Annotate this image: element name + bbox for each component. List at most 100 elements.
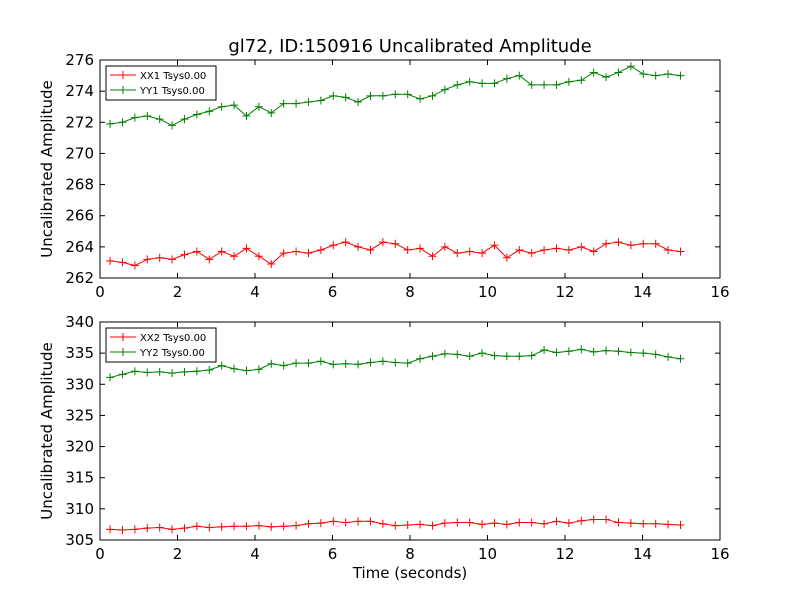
data-point [403,245,412,254]
data-point [552,80,561,89]
chart-title: gl72, ID:150916 Uncalibrated Amplitude [228,36,591,57]
data-point [341,238,350,247]
x-tick-label: 16 [710,283,729,301]
x-tick-label: 4 [250,545,260,563]
data-point [168,369,177,378]
data-point [490,79,499,88]
data-point [664,352,673,361]
x-tick-label: 8 [405,283,415,301]
data-point [502,352,511,361]
data-point [589,347,598,356]
data-point [267,359,276,368]
data-point [416,354,425,363]
data-point [614,347,623,356]
data-point [440,519,449,528]
y-tick-label: 262 [65,269,94,287]
data-point [205,523,214,532]
data-point [676,247,685,256]
data-point [366,245,375,254]
data-point [391,239,400,248]
x-tick-label: 14 [633,545,652,563]
data-point [453,249,462,258]
data-point [354,360,363,369]
data-point [242,522,251,531]
data-point [192,110,201,119]
data-point [552,517,561,526]
data-point [490,241,499,250]
data-point [626,519,635,528]
data-point [341,93,350,102]
data-point [639,239,648,248]
data-point [180,250,189,259]
data-point [292,99,301,108]
y-tick-label: 330 [65,375,94,393]
data-point [564,347,573,356]
data-point [279,361,288,370]
data-point [378,357,387,366]
data-point [316,357,325,366]
y-axis-label: Uncalibrated Amplitude [38,80,56,257]
data-point [440,85,449,94]
data-point [639,70,648,79]
data-point [564,519,573,528]
data-point [267,522,276,531]
data-point [428,352,437,361]
data-point [577,242,586,251]
data-point [254,252,263,261]
data-point [242,112,251,121]
y-tick-label: 266 [65,207,94,225]
data-point [304,98,313,107]
y-tick-label: 264 [65,238,94,256]
data-point [664,245,673,254]
data-point [155,115,164,124]
x-tick-label: 6 [328,545,338,563]
data-point [118,118,127,127]
data-point [502,520,511,529]
data-point [465,352,474,361]
data-point [664,70,673,79]
data-point [354,242,363,251]
data-point [428,252,437,261]
data-point [155,367,164,376]
data-point [205,255,214,264]
x-tick-label: 6 [328,283,338,301]
data-point [676,71,685,80]
x-tick-label: 16 [710,545,729,563]
data-point [589,515,598,524]
data-point [230,101,239,110]
legend-label: YY2 Tsys0.00 [139,348,205,359]
data-point [552,244,561,253]
data-point [180,367,189,376]
data-point [217,247,226,256]
data-point [403,90,412,99]
data-point [428,521,437,530]
data-point [602,73,611,82]
data-point [391,90,400,99]
data-point [515,352,524,361]
legend-marker [119,333,127,341]
data-point [651,239,660,248]
data-point [130,113,139,122]
data-point [515,71,524,80]
data-point [453,350,462,359]
data-point [540,519,549,528]
data-point [577,516,586,525]
data-point [626,241,635,250]
data-point [465,247,474,256]
data-point [490,351,499,360]
data-point [651,519,660,528]
data-point [130,367,139,376]
data-point [416,520,425,529]
data-point [428,91,437,100]
data-point [639,519,648,528]
y-tick-label: 315 [65,469,94,487]
data-point [403,521,412,530]
data-point [478,349,487,358]
y-tick-label: 335 [65,344,94,362]
data-point [143,524,152,533]
y-tick-label: 305 [65,531,94,549]
x-tick-label: 8 [405,545,415,563]
y-tick-label: 268 [65,176,94,194]
y-tick-label: 325 [65,406,94,424]
y-tick-label: 340 [65,313,94,331]
